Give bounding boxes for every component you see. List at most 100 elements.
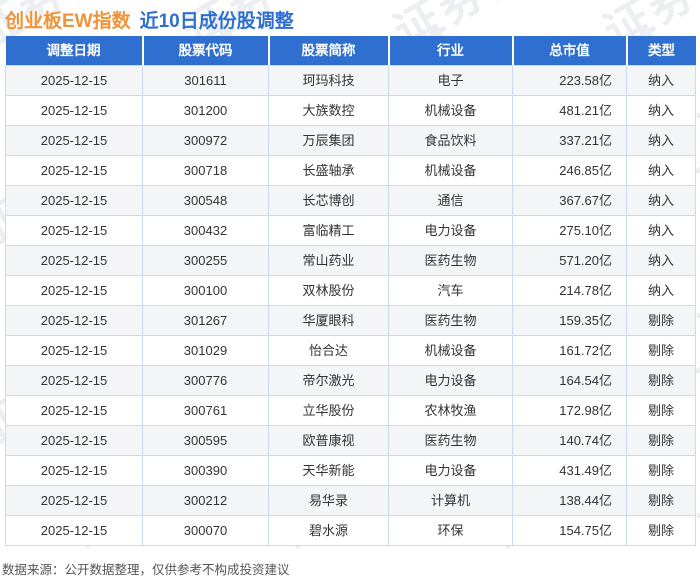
table-row[interactable]: 2025-12-15 300761 立华股份 农林牧渔 172.98亿 剔除 [5, 395, 696, 426]
cell-code: 300255 [142, 245, 269, 276]
title-subtitle: 近10日成份股调整 [139, 11, 294, 32]
cell-date: 2025-12-15 [5, 335, 143, 366]
cell-name: 大族数控 [268, 95, 389, 126]
cell-code: 300070 [142, 515, 269, 546]
column-header-industry[interactable]: 行业 [388, 36, 514, 66]
table-row[interactable]: 2025-12-15 300718 长盛轴承 机械设备 246.85亿 纳入 [5, 155, 696, 186]
table-row[interactable]: 2025-12-15 300432 富临精工 电力设备 275.10亿 纳入 [5, 215, 696, 246]
cell-code: 300390 [142, 455, 269, 486]
cell-marketcap: 223.58亿 [512, 65, 627, 96]
column-header-type[interactable]: 类型 [626, 36, 696, 66]
cell-industry: 汽车 [388, 275, 513, 306]
cell-code: 301200 [142, 95, 269, 126]
cell-type: 剔除 [626, 515, 696, 546]
cell-name: 天华新能 [268, 455, 389, 486]
table-row[interactable]: 2025-12-15 300595 欧普康视 医药生物 140.74亿 剔除 [5, 425, 696, 456]
cell-marketcap: 275.10亿 [512, 215, 627, 246]
cell-marketcap: 154.75亿 [512, 515, 627, 546]
cell-name: 怡合达 [268, 335, 389, 366]
cell-name: 帝尔激光 [268, 365, 389, 396]
cell-marketcap: 571.20亿 [512, 245, 627, 276]
cell-industry: 医药生物 [388, 305, 513, 336]
cell-industry: 通信 [388, 185, 513, 216]
cell-code: 300212 [142, 485, 269, 516]
cell-type: 纳入 [626, 245, 696, 276]
table-header: 调整日期 股票代码 股票简称 行业 总市值 类型 [5, 36, 696, 66]
cell-code: 300718 [142, 155, 269, 186]
column-header-marketcap[interactable]: 总市值 [512, 36, 628, 66]
cell-industry: 环保 [388, 515, 513, 546]
cell-industry: 电力设备 [388, 215, 513, 246]
table-row[interactable]: 2025-12-15 300972 万辰集团 食品饮料 337.21亿 纳入 [5, 125, 696, 156]
table-header-row: 调整日期 股票代码 股票简称 行业 总市值 类型 [5, 36, 696, 66]
table-row[interactable]: 2025-12-15 300548 长芯博创 通信 367.67亿 纳入 [5, 185, 696, 216]
cell-date: 2025-12-15 [5, 275, 143, 306]
cell-name: 欧普康视 [268, 425, 389, 456]
column-header-code[interactable]: 股票代码 [142, 36, 270, 66]
cell-date: 2025-12-15 [5, 125, 143, 156]
cell-type: 纳入 [626, 65, 696, 96]
cell-type: 剔除 [626, 455, 696, 486]
column-header-name[interactable]: 股票简称 [268, 36, 390, 66]
table-row[interactable]: 2025-12-15 300212 易华录 计算机 138.44亿 剔除 [5, 485, 696, 516]
table-row[interactable]: 2025-12-15 301029 怡合达 机械设备 161.72亿 剔除 [5, 335, 696, 366]
cell-type: 纳入 [626, 125, 696, 156]
table-row[interactable]: 2025-12-15 300070 碧水源 环保 154.75亿 剔除 [5, 515, 696, 546]
table-row[interactable]: 2025-12-15 300100 双林股份 汽车 214.78亿 纳入 [5, 275, 696, 306]
cell-date: 2025-12-15 [5, 515, 143, 546]
cell-type: 剔除 [626, 365, 696, 396]
cell-code: 300548 [142, 185, 269, 216]
cell-date: 2025-12-15 [5, 245, 143, 276]
cell-name: 易华录 [268, 485, 389, 516]
table-row[interactable]: 2025-12-15 301200 大族数控 机械设备 481.21亿 纳入 [5, 95, 696, 126]
constituent-adjustment-table-container: 调整日期 股票代码 股票简称 行业 总市值 类型 2025-12-15 30161… [5, 36, 696, 546]
cell-name: 华厦眼科 [268, 305, 389, 336]
cell-code: 301611 [142, 65, 269, 96]
cell-type: 剔除 [626, 425, 696, 456]
cell-type: 纳入 [626, 95, 696, 126]
cell-marketcap: 431.49亿 [512, 455, 627, 486]
cell-industry: 机械设备 [388, 335, 513, 366]
cell-date: 2025-12-15 [5, 485, 143, 516]
data-source-note: 数据来源：公开数据整理，仅供参考不构成投资建议 [2, 563, 290, 577]
cell-date: 2025-12-15 [5, 215, 143, 246]
cell-marketcap: 481.21亿 [512, 95, 627, 126]
cell-marketcap: 172.98亿 [512, 395, 627, 426]
table-body: 2025-12-15 301611 珂玛科技 电子 223.58亿 纳入 2025-12-1… [5, 65, 696, 546]
column-header-date[interactable]: 调整日期 [5, 36, 144, 66]
table-row[interactable]: 2025-12-15 301611 珂玛科技 电子 223.58亿 纳入 [5, 65, 696, 96]
cell-type: 纳入 [626, 185, 696, 216]
cell-marketcap: 140.74亿 [512, 425, 627, 456]
cell-code: 300432 [142, 215, 269, 246]
cell-name: 万辰集团 [268, 125, 389, 156]
cell-date: 2025-12-15 [5, 455, 143, 486]
table-row[interactable]: 2025-12-15 301267 华厦眼科 医药生物 159.35亿 剔除 [5, 305, 696, 336]
cell-marketcap: 159.35亿 [512, 305, 627, 336]
cell-name: 富临精工 [268, 215, 389, 246]
cell-date: 2025-12-15 [5, 395, 143, 426]
cell-industry: 医药生物 [388, 245, 513, 276]
cell-name: 碧水源 [268, 515, 389, 546]
cell-marketcap: 367.67亿 [512, 185, 627, 216]
cell-code: 300761 [142, 395, 269, 426]
cell-type: 剔除 [626, 335, 696, 366]
table-row[interactable]: 2025-12-15 300255 常山药业 医药生物 571.20亿 纳入 [5, 245, 696, 276]
cell-name: 双林股份 [268, 275, 389, 306]
cell-code: 300595 [142, 425, 269, 456]
table-row[interactable]: 2025-12-15 300390 天华新能 电力设备 431.49亿 剔除 [5, 455, 696, 486]
cell-date: 2025-12-15 [5, 65, 143, 96]
cell-type: 剔除 [626, 305, 696, 336]
table-row[interactable]: 2025-12-15 300776 帝尔激光 电力设备 164.54亿 剔除 [5, 365, 696, 396]
cell-name: 长盛轴承 [268, 155, 389, 186]
cell-name: 立华股份 [268, 395, 389, 426]
cell-name: 长芯博创 [268, 185, 389, 216]
cell-date: 2025-12-15 [5, 155, 143, 186]
cell-type: 纳入 [626, 275, 696, 306]
cell-type: 纳入 [626, 155, 696, 186]
cell-marketcap: 246.85亿 [512, 155, 627, 186]
index-name: 创业板EW指数 [5, 11, 131, 32]
cell-industry: 医药生物 [388, 425, 513, 456]
cell-name: 常山药业 [268, 245, 389, 276]
cell-marketcap: 161.72亿 [512, 335, 627, 366]
page-title: 创业板EW指数 近10日成份股调整 [0, 0, 700, 36]
